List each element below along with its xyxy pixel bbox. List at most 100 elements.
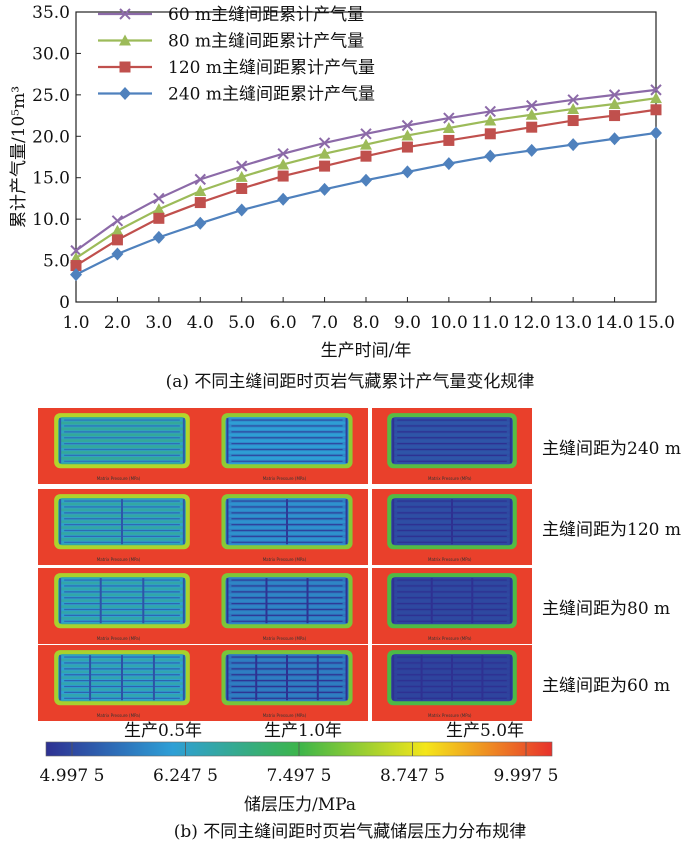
panel-caption: Matrix Pressure (MPa) bbox=[428, 557, 472, 562]
x-tick-label: 9.0 bbox=[394, 313, 421, 333]
x-tick-label: 3.0 bbox=[145, 313, 172, 333]
data-point bbox=[111, 215, 124, 227]
data-point bbox=[119, 61, 131, 73]
panel-caption: Matrix Pressure (MPa) bbox=[97, 636, 141, 641]
data-point bbox=[152, 230, 165, 244]
data-point bbox=[235, 170, 248, 182]
data-point bbox=[119, 34, 131, 46]
x-tick-label: 7.0 bbox=[311, 313, 338, 333]
data-point bbox=[608, 89, 621, 101]
pressure-map: Matrix Pressure (MPa) bbox=[38, 408, 206, 484]
row-label: 主缝间距为120 m bbox=[542, 520, 681, 540]
data-point bbox=[443, 134, 455, 146]
data-point bbox=[608, 97, 621, 109]
data-point bbox=[360, 150, 372, 162]
data-point bbox=[525, 143, 538, 157]
panel-caption: Matrix Pressure (MPa) bbox=[263, 636, 307, 641]
colorbar-tick-label: 6.247 5 bbox=[153, 766, 218, 786]
x-tick-label: 6.0 bbox=[270, 313, 297, 333]
colorbar-label: 储层压力/MPa bbox=[244, 795, 356, 815]
data-point bbox=[236, 160, 248, 172]
time-label: 生产5.0年 bbox=[446, 721, 525, 741]
x-tick-label: 5.0 bbox=[228, 313, 255, 333]
data-point bbox=[484, 105, 496, 118]
stimulated-region bbox=[391, 417, 513, 465]
stimulated-region bbox=[225, 577, 349, 625]
data-point bbox=[401, 119, 414, 132]
data-point bbox=[526, 121, 538, 133]
data-point bbox=[119, 8, 131, 20]
data-point bbox=[442, 157, 455, 171]
colorbar-tick-label: 4.997 5 bbox=[40, 766, 105, 786]
y-tick-label: 15.0 bbox=[32, 169, 70, 189]
data-point bbox=[277, 158, 290, 170]
series-0 bbox=[70, 84, 662, 257]
pressure-map: Matrix Pressure (MPa) bbox=[372, 408, 532, 484]
data-point bbox=[360, 128, 372, 140]
pressure-colorbar: 4.997 5 6.247 5 7.497 5 8.747 5 9.997 5 储层压力/… bbox=[40, 741, 559, 815]
pressure-map: Matrix Pressure (MPa) bbox=[372, 645, 532, 721]
pressure-map: Matrix Pressure (MPa) bbox=[38, 568, 206, 644]
data-point bbox=[194, 216, 207, 230]
data-point bbox=[153, 192, 165, 205]
pressure-map: Matrix Pressure (MPa) bbox=[206, 489, 368, 565]
pressure-map: Matrix Pressure (MPa) bbox=[372, 568, 532, 644]
data-point bbox=[484, 128, 496, 140]
x-tick-label: 11.0 bbox=[471, 313, 509, 333]
data-point bbox=[119, 87, 131, 100]
series-2 bbox=[70, 104, 662, 272]
panel-caption: Matrix Pressure (MPa) bbox=[263, 476, 307, 481]
data-point bbox=[484, 149, 497, 163]
row-label: 主缝间距为240 m bbox=[542, 439, 681, 459]
x-tick-label: 12.0 bbox=[513, 313, 551, 333]
data-point bbox=[318, 147, 331, 159]
data-point bbox=[153, 212, 165, 224]
panel-caption: Matrix Pressure (MPa) bbox=[97, 476, 141, 481]
data-point bbox=[484, 114, 497, 126]
pressure-map: Matrix Pressure (MPa) bbox=[38, 489, 206, 565]
time-label: 生产0.5年 bbox=[124, 721, 203, 741]
data-point bbox=[567, 138, 580, 152]
x-tick-label: 8.0 bbox=[352, 313, 379, 333]
y-tick-label: 20.0 bbox=[32, 127, 70, 147]
stimulated-region bbox=[391, 577, 513, 625]
cumulative-production-chart: 0 5.0 10.0 15.0 20.0 25.0 30.0 35.0 1.0 2.0 3.0 4.0… bbox=[9, 3, 675, 361]
x-axis-label: 生产时间/年 bbox=[321, 341, 412, 361]
data-point bbox=[111, 234, 123, 246]
panel-caption: Matrix Pressure (MPa) bbox=[97, 557, 141, 562]
data-point bbox=[318, 182, 331, 196]
data-point bbox=[236, 182, 248, 194]
data-point bbox=[609, 110, 621, 122]
data-point bbox=[319, 160, 331, 172]
pressure-map: Matrix Pressure (MPa) bbox=[206, 645, 368, 721]
series-3 bbox=[70, 126, 662, 282]
data-point bbox=[277, 170, 289, 182]
data-point bbox=[401, 129, 414, 141]
data-point bbox=[194, 184, 207, 196]
data-point bbox=[360, 173, 372, 187]
panel-caption: Matrix Pressure (MPa) bbox=[428, 636, 472, 641]
legend-label: 120 m主缝间距累计产气量 bbox=[168, 58, 375, 78]
data-point bbox=[194, 197, 206, 209]
panel-caption: Matrix Pressure (MPa) bbox=[428, 476, 472, 481]
data-point bbox=[235, 203, 248, 217]
data-point bbox=[567, 102, 580, 114]
y-axis-label: 累计产气量/10⁵m³ bbox=[9, 86, 29, 228]
panel-caption: Matrix Pressure (MPa) bbox=[263, 713, 307, 718]
row-label: 主缝间距为80 m bbox=[542, 599, 671, 619]
panel-caption: Matrix Pressure (MPa) bbox=[428, 713, 472, 718]
data-point bbox=[442, 122, 455, 133]
y-tick-label: 0 bbox=[59, 293, 70, 313]
stimulated-region bbox=[225, 417, 349, 465]
y-tick-label: 10.0 bbox=[32, 210, 70, 230]
row-label: 主缝间距为60 m bbox=[542, 676, 671, 696]
colorbar-tick-label: 8.747 5 bbox=[380, 766, 445, 786]
legend-label: 240 m主缝间距累计产气量 bbox=[168, 85, 375, 105]
pressure-map: Matrix Pressure (MPa) bbox=[206, 568, 368, 644]
data-point bbox=[277, 192, 290, 206]
colorbar-tick-label: 9.997 5 bbox=[494, 766, 559, 786]
data-point bbox=[608, 132, 621, 146]
panel-caption: Matrix Pressure (MPa) bbox=[97, 713, 141, 718]
data-point bbox=[70, 260, 82, 272]
pressure-map: Matrix Pressure (MPa) bbox=[38, 645, 206, 721]
